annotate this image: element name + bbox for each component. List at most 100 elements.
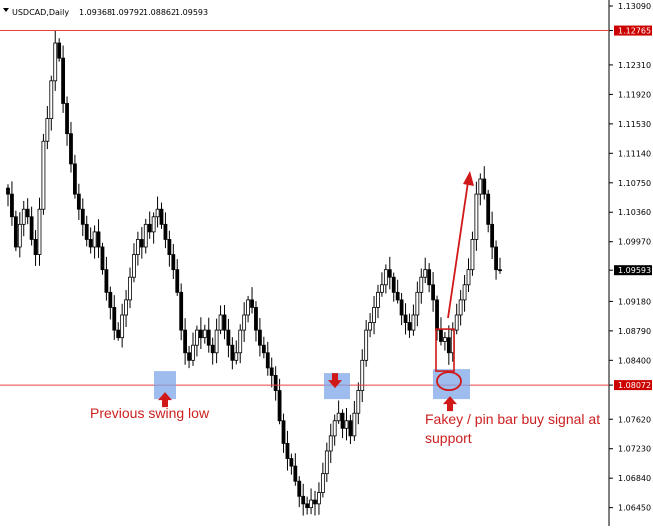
candle-body (218, 314, 223, 331)
candle-body (238, 329, 243, 354)
current-price-tag: 1.09593 (614, 265, 652, 276)
candle-body (171, 254, 176, 271)
price-axis-label: 1.08400 (618, 356, 651, 365)
candle-body (423, 269, 428, 278)
candle-body (143, 223, 148, 248)
candle-body (368, 322, 373, 331)
candle-body (33, 239, 38, 255)
header-open: 1.09368 (79, 8, 112, 17)
candle-body (159, 208, 164, 225)
candle-body (383, 269, 388, 286)
candle-body (25, 208, 30, 218)
fakey-signal-label-line2: support (425, 430, 472, 446)
candle-body (84, 223, 89, 240)
candle-body (431, 284, 435, 301)
candle-body (206, 329, 211, 346)
previous-swing-low-label: Previous swing low (90, 405, 210, 421)
dropdown-triangle-icon[interactable] (3, 8, 9, 12)
price-axis-label: 1.09180 (618, 297, 651, 306)
candle-body (21, 208, 26, 225)
candle-body (446, 337, 451, 354)
candle-body (309, 499, 313, 509)
candle-body (277, 390, 282, 422)
candle-body (356, 390, 361, 414)
candle-body (360, 359, 365, 391)
candle-body (96, 231, 101, 248)
candle-body (470, 239, 475, 271)
candle-body (289, 458, 294, 467)
candle-body (474, 193, 479, 240)
candle-body (301, 495, 306, 505)
candle-body (147, 223, 152, 233)
retest-down-arrow (328, 373, 342, 389)
candle-body (419, 276, 424, 293)
candle-body (344, 420, 349, 429)
candle-body (458, 299, 463, 316)
header-close: 1.09593 (175, 8, 208, 17)
candle-body (340, 412, 345, 429)
price-axis-label: 1.10360 (618, 208, 651, 217)
candle-body (273, 375, 278, 391)
candle-body (112, 307, 117, 331)
candle-body (73, 163, 77, 195)
candle-body (250, 299, 254, 308)
candle-body (285, 443, 290, 459)
candle-body (387, 269, 392, 278)
candle-body (17, 223, 22, 248)
candle-body (317, 492, 321, 505)
price-axis-label: 1.11140 (618, 149, 651, 158)
candle-body (163, 223, 168, 240)
candle-body (415, 291, 420, 316)
candle-body (202, 329, 207, 339)
candle-body (187, 352, 191, 361)
candle-body (435, 299, 439, 331)
candle-body (195, 329, 199, 346)
resistance-price-label: 1.12765 (618, 27, 651, 36)
candle-body (57, 42, 62, 59)
candle-body (427, 269, 432, 286)
candle-body (242, 314, 247, 331)
candle-body (120, 314, 125, 339)
candle-body (100, 246, 105, 271)
price-axis-label: 1.11530 (618, 120, 651, 129)
candle-body (45, 118, 50, 142)
candle-body (191, 344, 195, 361)
candle-body (372, 307, 376, 323)
price-axis-label: 1.08790 (618, 327, 651, 336)
candle-body (222, 314, 227, 331)
candle-body (135, 239, 140, 255)
candle-body (132, 254, 136, 278)
candle-body (234, 352, 239, 361)
candle-body (376, 291, 380, 308)
candle-body (128, 276, 132, 301)
candle-body (265, 352, 270, 369)
candle-body (261, 344, 266, 354)
candle-body (313, 499, 317, 505)
candle-body (108, 291, 113, 308)
candle-body (328, 435, 333, 452)
price-axis-label: 1.10750 (618, 179, 651, 188)
candle-body (41, 140, 46, 210)
candle-body (49, 80, 54, 119)
chart-header: USDCAD,Daily 1.09368 1.09792 1.08862 1.0… (3, 8, 208, 17)
projection-arrow-head (463, 171, 474, 186)
candle-body (466, 269, 471, 286)
candle-body (61, 57, 66, 104)
candle-body (226, 329, 231, 346)
candle-body (403, 314, 408, 323)
candle-body (80, 208, 85, 225)
candle-body (13, 216, 18, 248)
candle-body (37, 208, 42, 255)
candle-body (399, 299, 404, 316)
header-high: 1.09792 (111, 8, 144, 17)
candle-body (490, 223, 495, 248)
candle-body (320, 473, 325, 493)
header-low: 1.08862 (143, 8, 176, 17)
candle-body (297, 480, 302, 497)
candle-body (498, 269, 502, 272)
candle-body (214, 329, 219, 354)
price-axis-label: 1.06840 (618, 474, 651, 483)
